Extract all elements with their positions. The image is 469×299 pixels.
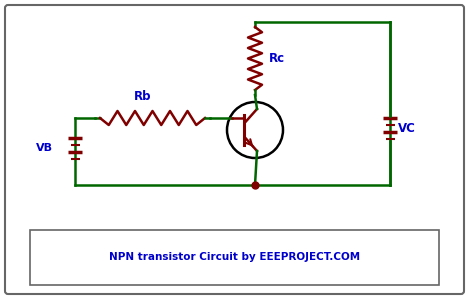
Text: NPN transistor Circuit by EEEPROJECT.COM: NPN transistor Circuit by EEEPROJECT.COM (109, 252, 360, 263)
Text: VC: VC (398, 121, 416, 135)
FancyBboxPatch shape (5, 5, 464, 294)
FancyBboxPatch shape (30, 230, 439, 285)
Text: Rc: Rc (269, 52, 285, 65)
Text: Rb: Rb (134, 90, 151, 103)
Text: VB: VB (36, 143, 53, 153)
